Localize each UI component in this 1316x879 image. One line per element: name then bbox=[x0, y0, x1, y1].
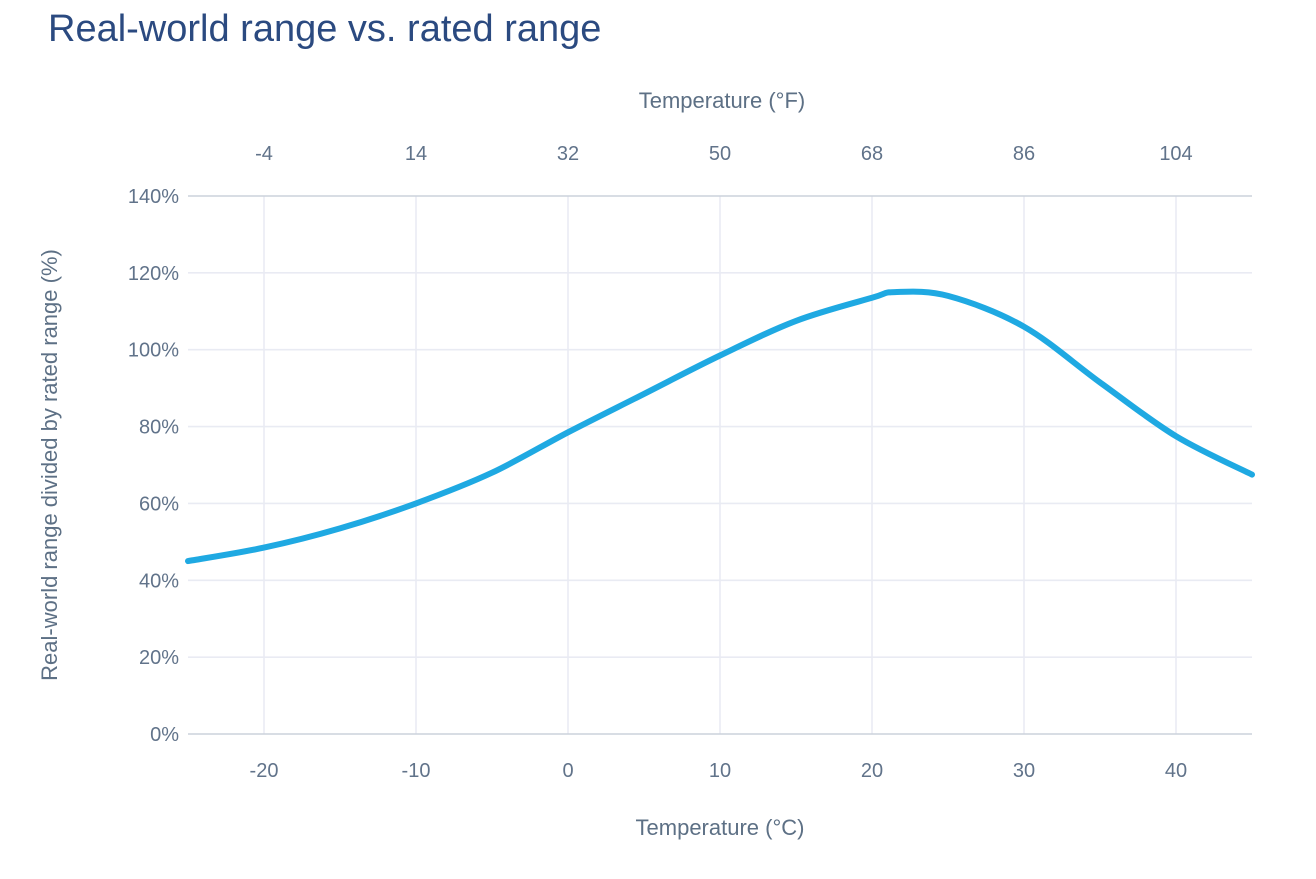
y-tick-label: 0% bbox=[150, 724, 179, 746]
y-tick-label: 60% bbox=[139, 493, 179, 515]
x-axis-bottom-title: Temperature (°C) bbox=[636, 815, 805, 840]
series-layer bbox=[185, 288, 1255, 565]
range-curve-line bbox=[185, 288, 1255, 565]
x-top-tick-label: 14 bbox=[405, 143, 427, 165]
x-top-tick-label: 104 bbox=[1159, 143, 1192, 165]
y-axis-title: Real-world range divided by rated range … bbox=[37, 249, 62, 681]
x-bottom-tick-label: 10 bbox=[709, 760, 731, 782]
y-tick-label: 100% bbox=[128, 340, 179, 362]
x-bottom-tick-label: 30 bbox=[1013, 760, 1035, 782]
y-tick-label: 120% bbox=[128, 263, 179, 285]
y-tick-label: 140% bbox=[128, 186, 179, 208]
x-top-tick-label: 50 bbox=[709, 143, 731, 165]
y-tick-label: 40% bbox=[139, 570, 179, 592]
axis-lines bbox=[188, 195, 1252, 735]
x-bottom-tick-label: 0 bbox=[562, 760, 573, 782]
y-tick-label: 80% bbox=[139, 417, 179, 439]
x-top-tick-label: 68 bbox=[861, 143, 883, 165]
x-bottom-tick-label: -20 bbox=[250, 760, 279, 782]
tick-labels: -4 14 32 50 68 86 104 -20 -10 0 10 20 30 40 0% 20% 40% 60… bbox=[128, 143, 1193, 782]
x-top-tick-label: 32 bbox=[557, 143, 579, 165]
x-top-tick-label: -4 bbox=[255, 143, 273, 165]
y-tick-label: 20% bbox=[139, 647, 179, 669]
x-bottom-tick-label: 40 bbox=[1165, 760, 1187, 782]
x-axis-top-title: Temperature (°F) bbox=[639, 88, 806, 113]
x-bottom-tick-label: 20 bbox=[861, 760, 883, 782]
x-top-tick-label: 86 bbox=[1013, 143, 1035, 165]
chart-title: Real-world range vs. rated range bbox=[48, 8, 602, 50]
x-bottom-tick-label: -10 bbox=[402, 760, 431, 782]
gridlines bbox=[188, 196, 1252, 734]
